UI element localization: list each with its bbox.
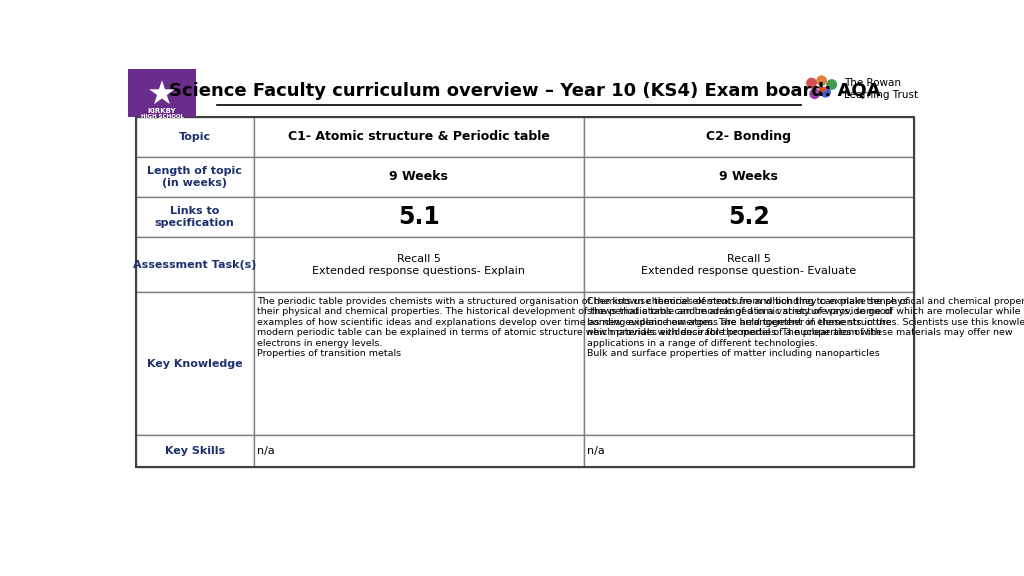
Bar bbox=[136, 435, 254, 467]
Circle shape bbox=[806, 78, 817, 88]
Bar bbox=[136, 117, 254, 157]
Text: Key Knowledge: Key Knowledge bbox=[146, 359, 243, 369]
Text: Recall 5
Extended response question- Evaluate: Recall 5 Extended response question- Eva… bbox=[641, 254, 856, 275]
Bar bbox=[254, 117, 584, 157]
Text: n/a: n/a bbox=[587, 446, 604, 456]
Bar bbox=[136, 293, 254, 435]
Bar bbox=[584, 237, 913, 293]
Text: n/a: n/a bbox=[257, 446, 274, 456]
Text: 5.1: 5.1 bbox=[397, 205, 439, 229]
Text: Topic: Topic bbox=[178, 132, 211, 142]
Circle shape bbox=[826, 79, 838, 90]
Text: Length of topic
(in weeks): Length of topic (in weeks) bbox=[147, 166, 242, 188]
Bar bbox=[254, 237, 584, 293]
Bar bbox=[136, 157, 254, 197]
Text: C2- Bonding: C2- Bonding bbox=[707, 130, 792, 143]
Text: 9 Weeks: 9 Weeks bbox=[719, 170, 778, 183]
Bar bbox=[584, 197, 913, 237]
Text: ❤: ❤ bbox=[818, 86, 827, 96]
Circle shape bbox=[820, 87, 830, 97]
Bar bbox=[254, 435, 584, 467]
Text: HIGH SCHOOL: HIGH SCHOOL bbox=[140, 113, 183, 119]
Bar bbox=[584, 117, 913, 157]
Bar bbox=[584, 293, 913, 435]
Bar bbox=[254, 157, 584, 197]
Text: ★: ★ bbox=[147, 79, 177, 112]
Bar bbox=[136, 197, 254, 237]
Text: Links to
specification: Links to specification bbox=[155, 206, 234, 228]
Bar bbox=[136, 237, 254, 293]
Text: Chemists use theories of structure and bonding to explain the physical and chemi: Chemists use theories of structure and b… bbox=[587, 297, 1024, 358]
Bar bbox=[584, 157, 913, 197]
Bar bbox=[254, 197, 584, 237]
Text: Key Skills: Key Skills bbox=[165, 446, 224, 456]
Text: KIRKBY: KIRKBY bbox=[147, 108, 176, 115]
Bar bbox=[584, 435, 913, 467]
Circle shape bbox=[809, 88, 820, 99]
Text: 9 Weeks: 9 Weeks bbox=[389, 170, 449, 183]
Text: The Rowan
Learning Trust: The Rowan Learning Trust bbox=[844, 78, 919, 100]
Text: 5.2: 5.2 bbox=[728, 205, 770, 229]
Text: C1- Atomic structure & Periodic table: C1- Atomic structure & Periodic table bbox=[288, 130, 550, 143]
Bar bbox=[136, 117, 913, 467]
Text: Recall 5
Extended response questions- Explain: Recall 5 Extended response questions- Ex… bbox=[312, 254, 525, 275]
Bar bbox=[128, 69, 197, 117]
Text: The periodic table provides chemists with a structured organisation of the known: The periodic table provides chemists wit… bbox=[257, 297, 908, 358]
Text: Assessment Task(s): Assessment Task(s) bbox=[133, 260, 256, 270]
Circle shape bbox=[816, 75, 827, 86]
Text: Science Faculty curriculum overview – Year 10 (KS4) Exam board: AQA: Science Faculty curriculum overview – Ye… bbox=[169, 82, 881, 100]
Bar bbox=[254, 293, 584, 435]
